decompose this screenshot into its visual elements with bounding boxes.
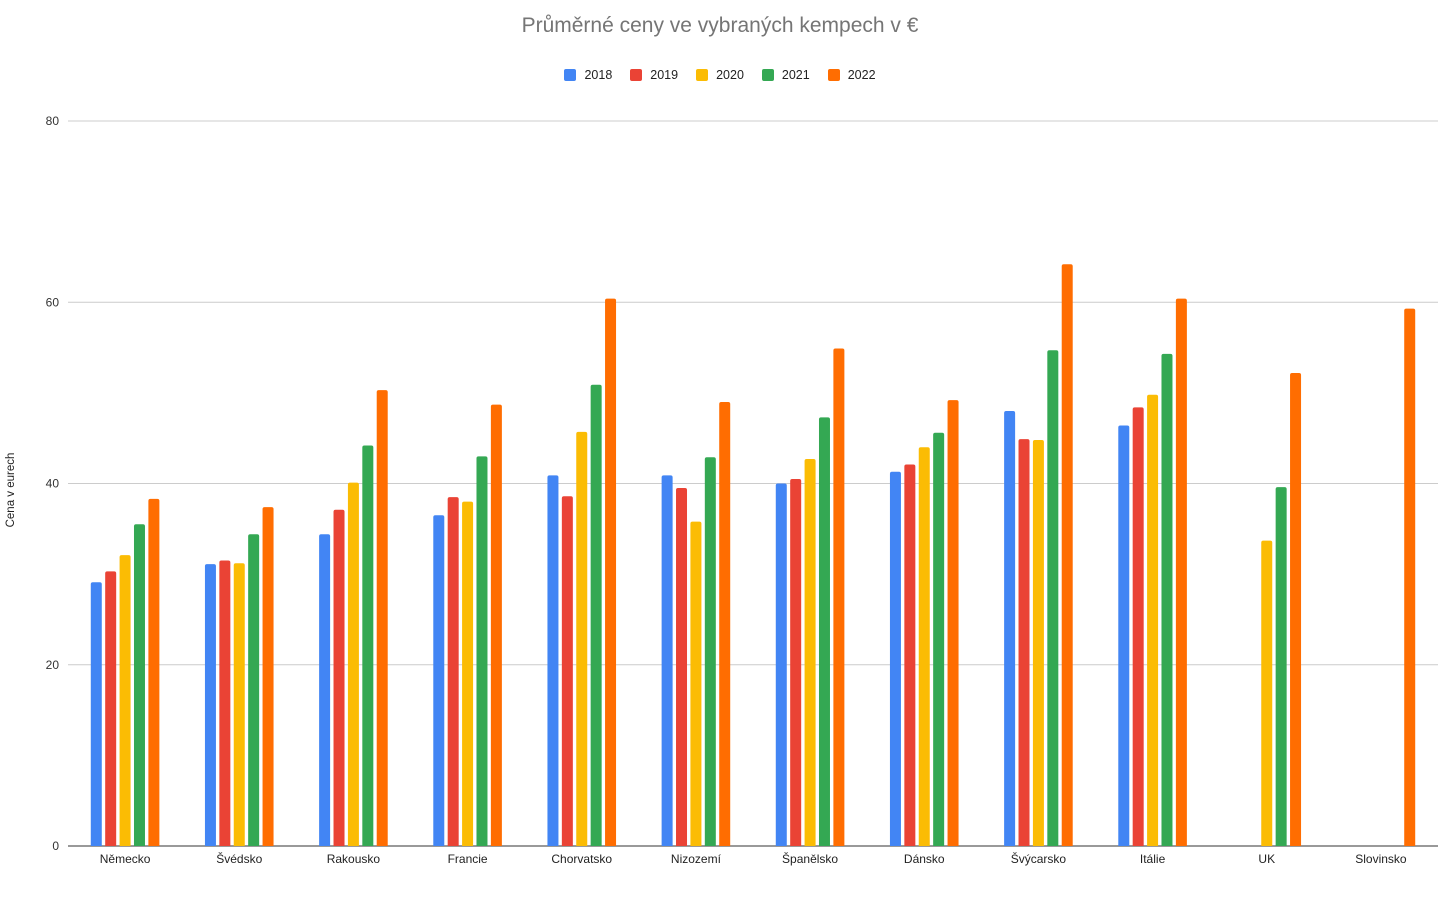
bar: [719, 401, 731, 846]
bar: [590, 384, 602, 846]
x-tick-label: Německo: [100, 852, 151, 866]
bar: [233, 563, 245, 846]
bar: [376, 390, 388, 846]
bar: [1132, 407, 1144, 846]
x-tick-label: Slovinsko: [1355, 852, 1407, 866]
legend-item: 2019: [630, 68, 678, 82]
bar: [661, 475, 673, 846]
bar: [1032, 440, 1044, 846]
bar: [90, 582, 102, 846]
legend-swatch: [630, 69, 643, 81]
legend-item: 2021: [761, 68, 810, 82]
x-tick-label: Rakousko: [327, 852, 381, 866]
bar: [547, 475, 559, 846]
bar: [148, 498, 160, 846]
x-tick-label: Chorvatsko: [551, 852, 612, 866]
bar: [1404, 308, 1416, 846]
legend-label: 2021: [781, 68, 810, 82]
bar: [947, 400, 959, 846]
x-tick-label: Španělsko: [782, 851, 838, 866]
bar: [219, 560, 231, 846]
x-tick-label: Nizozemí: [671, 852, 722, 866]
bar: [319, 534, 331, 846]
legend-swatch: [564, 69, 577, 81]
legend-swatch: [761, 69, 774, 81]
y-axis-label: Cena v eurech: [5, 452, 17, 528]
y-tick-label: 0: [52, 839, 59, 853]
x-tick-label: UK: [1258, 852, 1275, 866]
bar: [704, 457, 716, 846]
bar: [889, 471, 901, 846]
bar: [605, 298, 617, 846]
chart-title: Průměrné ceny ve vybraných kempech v €: [521, 14, 919, 37]
bar: [133, 524, 145, 846]
bar: [1161, 353, 1173, 846]
x-tick-label: Švédsko: [216, 851, 262, 866]
bar: [204, 564, 216, 846]
bar: [833, 348, 845, 846]
bar: [119, 555, 131, 846]
legend-label: 2020: [716, 68, 744, 82]
bar: [433, 515, 445, 846]
bar: [262, 507, 274, 846]
bar: [1061, 264, 1073, 846]
bar: [447, 497, 459, 846]
y-tick-label: 60: [46, 295, 60, 309]
legend-swatch: [696, 69, 709, 81]
bar: [818, 417, 830, 846]
legend: 2018 2019 2020 2021 2022: [0, 68, 1440, 82]
bar: [490, 404, 502, 846]
bar: [1261, 540, 1273, 846]
x-tick-label: Francie: [448, 852, 488, 866]
bar: [462, 501, 474, 846]
bar: [561, 496, 573, 846]
bar: [918, 447, 930, 846]
bar: [775, 483, 787, 846]
y-tick-label: 40: [46, 477, 60, 491]
bar: [904, 464, 916, 846]
bar: [1018, 439, 1030, 846]
legend-label: 2022: [847, 68, 876, 82]
y-tick-label: 20: [46, 658, 60, 672]
bar: [933, 432, 945, 846]
bar: [1118, 425, 1130, 846]
legend-label: 2018: [584, 68, 613, 82]
y-tick-label: 80: [46, 114, 60, 128]
bar: [1004, 411, 1016, 846]
legend-item: 2018: [564, 68, 612, 82]
legend-item: 2020: [696, 68, 744, 82]
bar: [1147, 394, 1159, 846]
bar: [362, 445, 374, 846]
bar: [804, 459, 816, 846]
x-tick-label: Dánsko: [904, 852, 945, 866]
legend-swatch: [827, 69, 840, 81]
legend-label: 2019: [650, 68, 679, 82]
bar: [1275, 487, 1287, 846]
bar: [690, 521, 702, 846]
bar: [1047, 350, 1059, 846]
bar: [333, 509, 345, 846]
bar: [676, 488, 688, 846]
bar: [576, 431, 588, 846]
bar: [1290, 372, 1302, 846]
bar: [1175, 298, 1187, 846]
x-tick-label: Švýcarsko: [1011, 851, 1067, 866]
x-tick-label: Itálie: [1140, 852, 1166, 866]
bar: [347, 482, 359, 846]
bar: [790, 478, 802, 846]
bar: [476, 456, 488, 846]
legend-item: 2022: [827, 68, 876, 82]
bar: [248, 534, 260, 846]
bar: [105, 571, 117, 846]
